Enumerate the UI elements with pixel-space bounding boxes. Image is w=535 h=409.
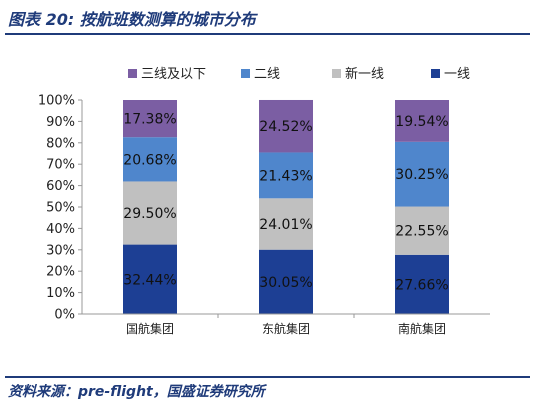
bar-segment: [395, 141, 449, 207]
legend-label: 三线及以下: [141, 67, 206, 82]
legend-item: 三线及以下: [128, 67, 206, 82]
y-tick-label: 50%: [46, 201, 75, 216]
data-label: 22.55%: [395, 224, 448, 240]
data-label: 17.38%: [123, 112, 176, 128]
bar-segment: [259, 249, 313, 314]
y-tick-label: 80%: [46, 136, 75, 151]
legend-swatch: [128, 69, 137, 78]
y-tick-label: 0%: [54, 308, 75, 323]
bar-segment: [259, 99, 313, 153]
source-rule: [5, 376, 530, 378]
bar-segment: [259, 198, 313, 250]
bar-stack: 30.05% 24.01% 21.43% 24.52%: [259, 99, 313, 314]
bar-segment: [123, 100, 177, 138]
legend-label: 二线: [254, 67, 280, 82]
title-rule: [5, 33, 530, 35]
data-label: 21.43%: [259, 168, 312, 184]
legend-item: 新一线: [332, 66, 384, 82]
legend-swatch: [332, 69, 341, 78]
x-category-label: 南航集团: [398, 321, 446, 336]
bar-segment: [123, 244, 177, 314]
bar-stack: 32.44% 29.50% 20.68% 17.38%: [123, 100, 177, 314]
bars: 32.44% 29.50% 20.68% 17.38% 30.05% 24.01% 21.4…: [123, 99, 449, 314]
y-tick-label: 70%: [46, 158, 75, 173]
data-label: 19.54%: [395, 114, 448, 130]
legend-swatch: [241, 69, 250, 78]
data-label: 24.52%: [259, 119, 312, 135]
y-tick-label: 30%: [46, 243, 75, 258]
bar-segment: [259, 152, 313, 199]
x-category-label: 东航集团: [262, 321, 310, 336]
bar-segment: [395, 206, 449, 255]
legend-label: 新一线: [345, 66, 384, 82]
data-label: 30.05%: [259, 275, 312, 291]
x-category-label: 国航集团: [126, 321, 174, 336]
legend-item: 二线: [241, 67, 280, 82]
legend-item: 一线: [431, 67, 470, 82]
bar-segment: [395, 254, 449, 314]
bar-stack: 27.66% 22.55% 30.25% 19.54%: [395, 100, 449, 314]
data-label: 30.25%: [395, 167, 448, 183]
legend-label: 一线: [444, 67, 470, 82]
data-label: 29.50%: [123, 206, 176, 222]
bar-segment: [395, 100, 449, 142]
bar-segment: [123, 137, 177, 182]
legend-swatch: [431, 69, 440, 78]
y-tick-label: 40%: [46, 222, 75, 237]
chart-legend: 三线及以下 二线 新一线 一线: [128, 66, 470, 82]
y-tick-label: 90%: [46, 115, 75, 130]
data-label: 32.44%: [123, 272, 176, 288]
y-axis: 0% 10% 20% 30% 40% 50% 60% 70% 80% 90% 100%: [38, 94, 83, 323]
y-tick-label: 10%: [46, 286, 75, 301]
data-label: 20.68%: [123, 152, 176, 168]
stacked-bar-chart: 三线及以下 二线 新一线 一线 0% 10% 20% 30% 40% 50% 60% 70% 80% 9…: [38, 66, 490, 336]
data-label: 24.01%: [259, 217, 312, 233]
source-note: 资料来源：pre-flight，国盛证券研究所: [8, 384, 265, 400]
y-tick-label: 20%: [46, 265, 75, 280]
x-axis: 国航集团 东航集团 南航集团: [82, 313, 490, 336]
figure-title: 图表 20: 按航班数测算的城市分布: [8, 10, 256, 29]
data-label: 27.66%: [395, 277, 448, 293]
y-tick-label: 60%: [46, 179, 75, 194]
y-tick-label: 100%: [38, 94, 75, 109]
bar-segment: [123, 181, 177, 245]
